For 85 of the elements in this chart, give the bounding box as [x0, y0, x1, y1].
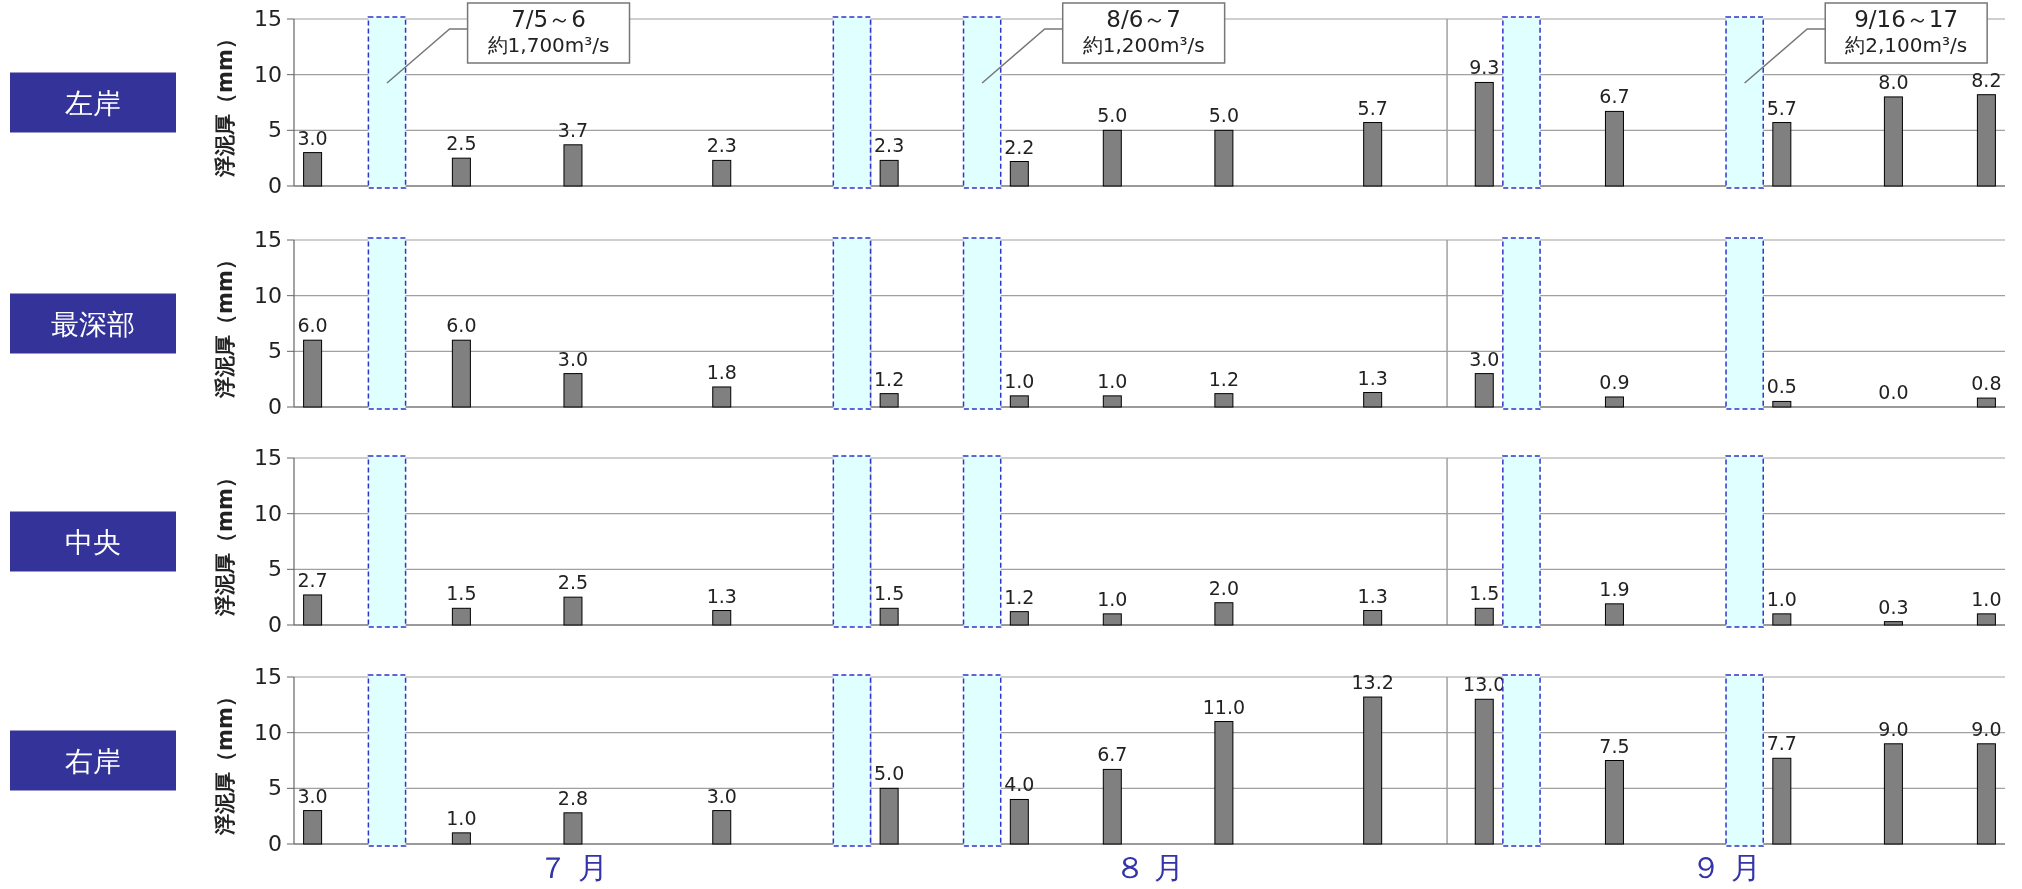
y-tick-label: 0 — [268, 612, 282, 637]
data-label: 6.7 — [1097, 743, 1128, 766]
data-label: 2.3 — [706, 134, 737, 157]
data-label: 5.0 — [1097, 104, 1128, 127]
y-tick-label: 5 — [268, 556, 282, 582]
data-label: 4.0 — [1004, 773, 1035, 796]
data-label: 2.3 — [874, 134, 905, 157]
data-label: 1.2 — [1208, 367, 1239, 390]
data-label: 2.8 — [557, 786, 589, 809]
y-axis-title: 浮泥厚（mm） — [213, 686, 237, 836]
data-label: 1.3 — [1357, 366, 1388, 389]
data-label: 1.5 — [874, 582, 905, 605]
data-label: 5.7 — [1766, 96, 1797, 119]
data-label: 2.2 — [1004, 135, 1035, 158]
data-label: 7.7 — [1766, 732, 1797, 755]
band-label: 8/6～7 約1,200m³/s — [1082, 6, 1205, 57]
data-label: 1.0 — [1097, 369, 1128, 392]
y-tick-label: 0 — [268, 394, 282, 419]
y-tick-label: 15 — [254, 227, 282, 252]
data-label: 5.0 — [1208, 104, 1239, 127]
data-label: 9.0 — [1878, 717, 1909, 740]
data-label: 2.5 — [557, 571, 589, 594]
data-label: 9.0 — [1971, 717, 2002, 740]
data-label: 3.7 — [557, 118, 589, 141]
data-label: 3.0 — [1469, 347, 1500, 370]
data-label: 2.0 — [1208, 576, 1239, 599]
data-label: 1.8 — [706, 360, 737, 383]
y-tick-label: 15 — [254, 6, 282, 31]
band-label: 7/5～6 約1,700m³/s — [487, 6, 610, 57]
x-tick-label: ８ 月 — [1114, 850, 1185, 885]
data-label: 11.0 — [1202, 695, 1246, 718]
data-label: 8.0 — [1878, 70, 1909, 93]
data-label: 1.0 — [1766, 587, 1797, 610]
data-label: 3.0 — [706, 784, 737, 807]
data-label: 1.5 — [446, 582, 477, 605]
data-label: 3.0 — [297, 784, 328, 807]
data-label: 1.3 — [1357, 584, 1388, 607]
data-label: 5.7 — [1357, 96, 1388, 119]
y-tick-label: 10 — [254, 719, 282, 745]
data-label: 0.3 — [1878, 595, 1909, 618]
data-label: 3.0 — [557, 347, 589, 370]
data-label: 13.2 — [1351, 671, 1394, 694]
data-label: 0.8 — [1971, 372, 2002, 395]
data-label: 1.5 — [1469, 582, 1500, 605]
y-tick-label: 5 — [268, 117, 282, 143]
data-label: 2.5 — [446, 132, 477, 155]
data-label: 1.3 — [706, 584, 737, 607]
data-label: 0.5 — [1766, 375, 1797, 398]
data-label: 0.9 — [1599, 370, 1630, 393]
y-tick-label: 5 — [268, 775, 282, 801]
data-label: 9.3 — [1469, 56, 1500, 79]
data-label: 7.5 — [1599, 734, 1630, 757]
data-label: 1.9 — [1599, 577, 1630, 600]
y-tick-label: 10 — [254, 282, 282, 308]
data-label: 1.0 — [446, 806, 477, 829]
data-label: 2.7 — [297, 568, 328, 591]
data-label: 1.2 — [1004, 585, 1035, 608]
data-label: 0.0 — [1878, 381, 1909, 403]
text: 左岸 — [65, 86, 121, 120]
x-tick-label: ９ 月 — [1691, 850, 1761, 885]
y-axis-title: 浮泥厚（mm） — [213, 467, 237, 617]
y-tick-label: 10 — [254, 61, 282, 87]
data-label: 3.0 — [297, 126, 328, 149]
band-label: 9/16～17 約2,100m³/s — [1845, 6, 1968, 57]
text: 最深部 — [51, 307, 135, 341]
data-label: 6.0 — [446, 314, 477, 337]
y-axis-title: 浮泥厚（mm） — [213, 28, 237, 178]
data-label: 1.0 — [1004, 369, 1035, 392]
text: 中央 — [65, 525, 121, 559]
data-label: 1.0 — [1097, 587, 1128, 610]
data-label: 8.2 — [1971, 68, 2002, 91]
data-label: 1.2 — [874, 367, 905, 390]
y-tick-label: 15 — [254, 445, 282, 470]
data-label: 6.7 — [1599, 85, 1630, 108]
y-tick-label: 0 — [268, 831, 282, 856]
x-tick-label: ７ 月 — [538, 850, 608, 885]
data-label: 6.0 — [297, 314, 328, 337]
y-tick-label: 5 — [268, 338, 282, 364]
y-tick-label: 15 — [254, 664, 282, 689]
text: 右岸 — [65, 744, 121, 778]
y-tick-label: 0 — [268, 173, 282, 198]
y-tick-label: 10 — [254, 500, 282, 526]
data-label: 1.0 — [1971, 587, 2002, 610]
y-axis-title: 浮泥厚（mm） — [213, 249, 237, 399]
data-label: 5.0 — [874, 762, 905, 785]
